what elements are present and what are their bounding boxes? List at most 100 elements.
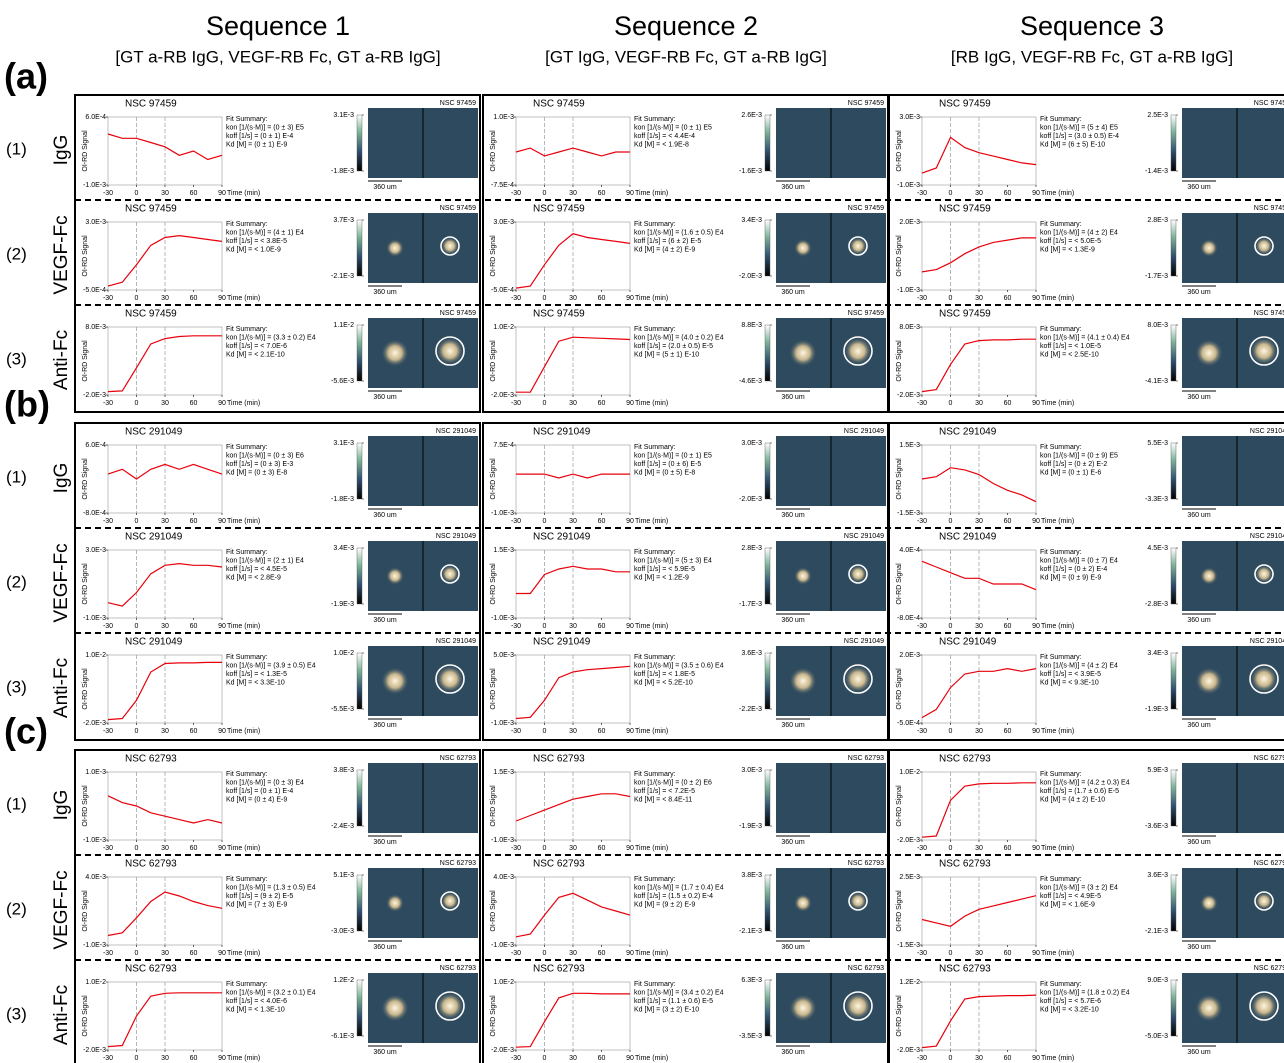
- scale-label: 360 um: [373, 617, 397, 624]
- colorbar-label: 3.8E-3: [741, 872, 762, 879]
- spot: [1200, 239, 1218, 257]
- x-tick-label: 0: [949, 950, 953, 957]
- colorbar: [1171, 325, 1176, 381]
- colorbar-label: 8.8E-3: [741, 322, 762, 329]
- x-tick-label: 0: [543, 518, 547, 525]
- fit-summary: Kd [M] = (0 ± 1) E-9: [226, 141, 287, 148]
- image-title: NSC 62793: [848, 860, 884, 867]
- fit-summary: Fit Summary:: [226, 116, 268, 123]
- colorbar-label: -5.5E-3: [331, 706, 354, 713]
- fit-summary: kon [1/(s·M)] = (4 ± 1) E4: [226, 229, 304, 236]
- x-tick-label: 60: [190, 295, 198, 302]
- chart-title: NSC 97459: [939, 309, 991, 320]
- x-tick-label: 90: [1032, 295, 1040, 302]
- colorbar: [1171, 770, 1176, 826]
- x-axis-label: Time (min): [635, 295, 668, 302]
- x-tick-label: 0: [543, 190, 547, 197]
- colorbar-label: 3.1E-3: [333, 440, 354, 447]
- spot: [794, 567, 812, 585]
- scale-label: 360 um: [781, 1049, 805, 1056]
- x-tick-label: -30: [511, 190, 521, 197]
- x-axis-label: Time (min): [227, 950, 260, 957]
- image-title: NSC 62793: [1254, 965, 1284, 972]
- scale-label: 360 um: [781, 512, 805, 519]
- x-tick-label: 0: [949, 1055, 953, 1062]
- fit-summary: kon [1/(s·M)] = (1.7 ± 0.4) E4: [634, 884, 724, 891]
- colorbar-label: -3.5E-3: [739, 1033, 762, 1040]
- fit-summary: koff [1/s] = (3.0 ± 0.5) E-4: [1040, 133, 1119, 140]
- colorbar: [1171, 980, 1176, 1036]
- x-tick-label: 90: [626, 1055, 634, 1062]
- y-tick-label: -2.0E-3: [491, 392, 514, 399]
- image-title: NSC 291049: [1250, 428, 1284, 435]
- y-tick-label: 3.0E-3: [85, 547, 106, 554]
- x-tick-label: 90: [218, 518, 226, 525]
- y-axis-label: OI-RD Signal: [896, 995, 903, 1037]
- fit-summary: koff [1/s] = < 1.0E-5: [1040, 343, 1101, 350]
- colorbar-label: -2.1E-3: [1145, 928, 1168, 935]
- x-tick-label: 60: [1004, 400, 1012, 407]
- y-tick-label: 2.5E-3: [899, 874, 920, 881]
- spot: [1195, 667, 1223, 695]
- fit-summary: koff [1/s] = < 1.8E-5: [634, 671, 695, 678]
- x-axis-label: Time (min): [227, 190, 260, 197]
- spot: [381, 667, 409, 695]
- colorbar: [765, 443, 770, 499]
- fit-summary: koff [1/s] = < 4.4E-4: [634, 133, 695, 140]
- y-tick-label: -1.0E-3: [83, 615, 106, 622]
- y-tick-label: -8.0E-4: [897, 615, 920, 622]
- image-title: NSC 97459: [1254, 310, 1284, 317]
- fit-summary: Fit Summary:: [226, 549, 268, 556]
- x-tick-label: 0: [543, 950, 547, 957]
- fit-summary: Fit Summary:: [226, 654, 268, 661]
- fit-summary: kon [1/(s·M)] = (3.2 ± 0.1) E4: [226, 989, 316, 996]
- y-tick-label: -2.0E-3: [897, 837, 920, 844]
- fit-summary: Kd [M] = (3 ± 2) E-10: [634, 1006, 699, 1013]
- colorbar-label: 4.5E-3: [1147, 545, 1168, 552]
- colorbar-label: 1.2E-2: [333, 977, 354, 984]
- fit-summary: Fit Summary:: [634, 549, 676, 556]
- fit-summary: koff [1/s] = (1.5 ± 0.2) E-4: [634, 893, 713, 900]
- fit-summary: koff [1/s] = < 5.7E-6: [1040, 998, 1101, 1005]
- x-tick-label: -30: [917, 518, 927, 525]
- y-axis-label: OI-RD Signal: [896, 340, 903, 382]
- x-tick-label: 30: [975, 518, 983, 525]
- fit-summary: koff [1/s] = (0 ± 2) E-2: [1040, 461, 1107, 468]
- x-tick-label: 0: [949, 295, 953, 302]
- y-tick-label: -2.0E-3: [491, 1047, 514, 1054]
- fit-summary: Fit Summary:: [634, 116, 676, 123]
- colorbar-label: -1.6E-3: [739, 168, 762, 175]
- row-number: (3): [6, 1004, 27, 1023]
- colorbar-label: 3.4E-3: [1147, 650, 1168, 657]
- fit-summary: koff [1/s] = (0 ± 6) E-5: [634, 461, 701, 468]
- y-axis-label: OI-RD Signal: [490, 340, 497, 382]
- colorbar-label: 6.3E-3: [741, 977, 762, 984]
- colorbar: [765, 548, 770, 604]
- colorbar-label: 3.1E-3: [333, 112, 354, 119]
- x-tick-label: 60: [190, 845, 198, 852]
- x-tick-label: 90: [1032, 400, 1040, 407]
- page: {"headers":[{"title":"Sequence 1","subti…: [0, 0, 1284, 1063]
- group-label: (c): [4, 711, 48, 752]
- x-tick-label: 90: [1032, 728, 1040, 735]
- y-axis-label: OI-RD Signal: [82, 995, 89, 1037]
- x-tick-label: 60: [190, 623, 198, 630]
- colorbar-label: -1.9E-3: [331, 601, 354, 608]
- fit-summary: Fit Summary:: [226, 221, 268, 228]
- y-tick-label: -1.0E-3: [491, 510, 514, 517]
- fit-summary: kon [1/(s·M)] = (4 ± 2) E4: [1040, 229, 1118, 236]
- x-tick-label: 0: [543, 1055, 547, 1062]
- x-tick-label: 90: [626, 950, 634, 957]
- x-tick-label: 60: [1004, 728, 1012, 735]
- x-tick-label: 30: [161, 400, 169, 407]
- scale-label: 360 um: [781, 839, 805, 846]
- fit-summary: kon [1/(s·M)] = (5 ± 3) E4: [634, 557, 712, 564]
- colorbar-label: 2.8E-3: [741, 545, 762, 552]
- scale-label: 360 um: [373, 722, 397, 729]
- fit-summary: Kd [M] = < 5.2E-10: [634, 679, 693, 686]
- y-tick-label: 4.0E-3: [85, 874, 106, 881]
- chart-title: NSC 97459: [125, 309, 177, 320]
- x-tick-label: 90: [626, 295, 634, 302]
- y-axis-label: OI-RD Signal: [490, 130, 497, 172]
- x-axis-label: Time (min): [227, 623, 260, 630]
